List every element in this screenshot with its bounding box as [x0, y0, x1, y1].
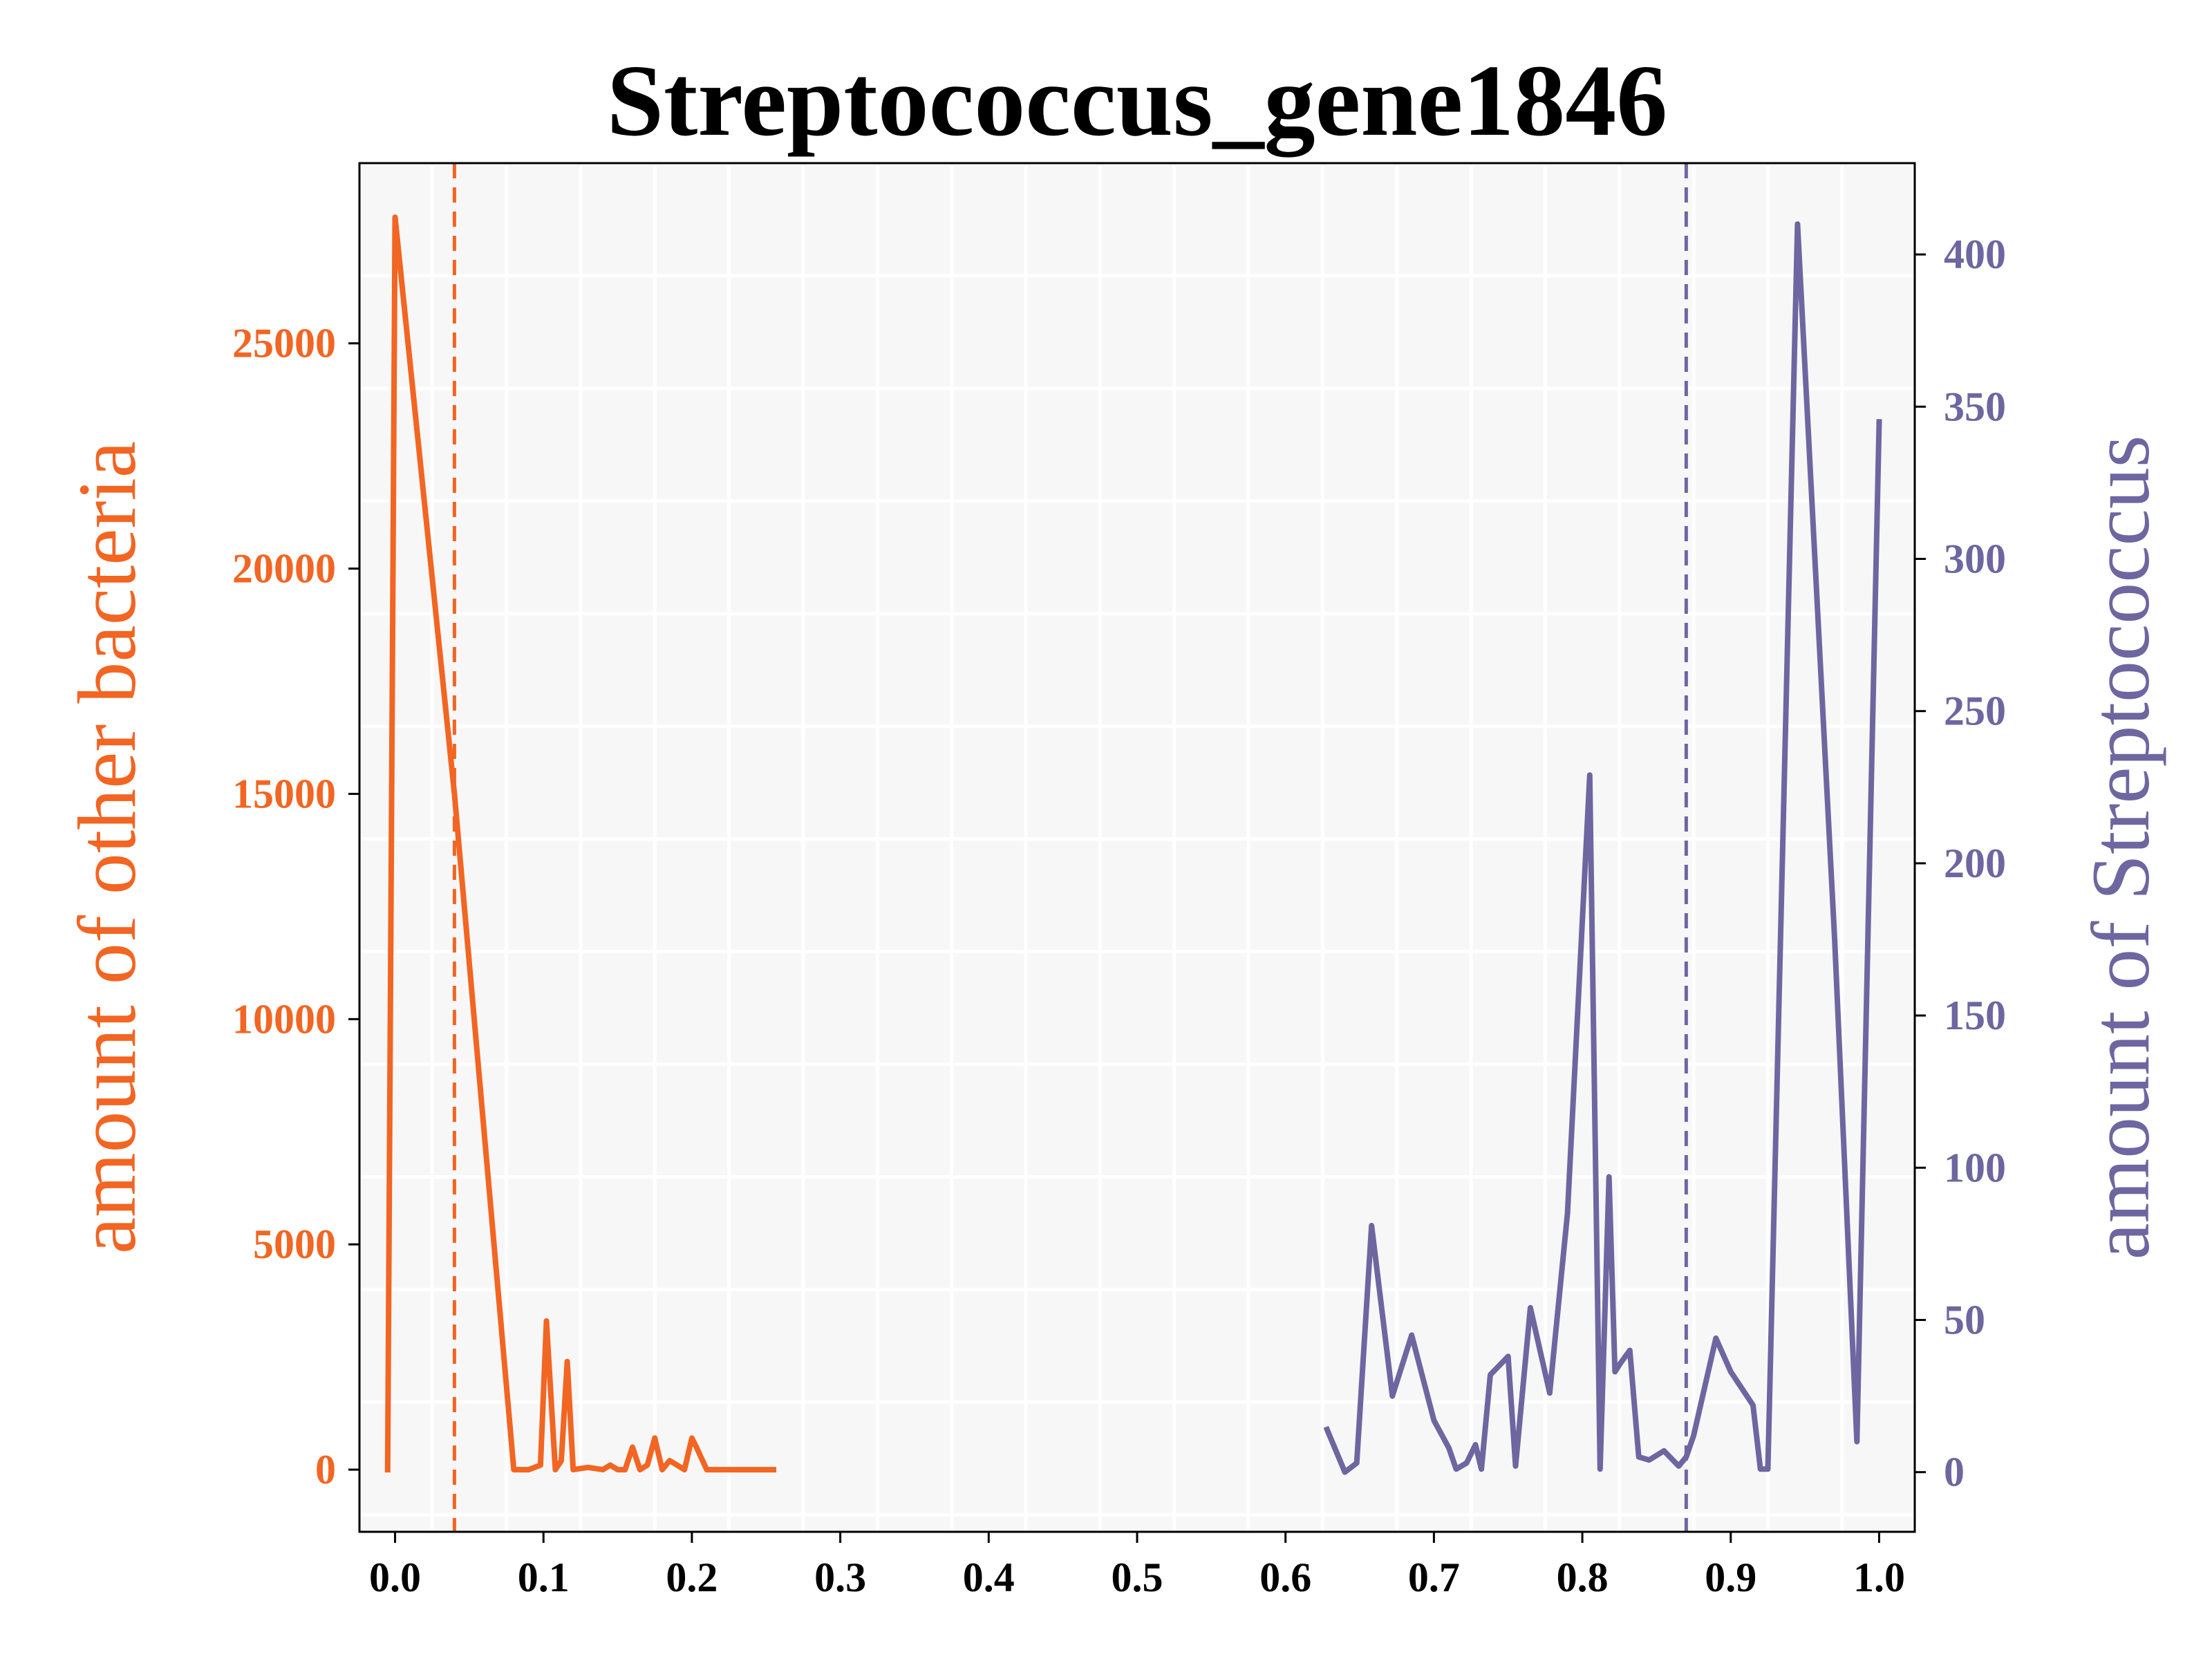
series-line-left: [384, 214, 776, 1473]
y-left-tick-label: 10000: [232, 996, 336, 1042]
x-tick-label: 0.9: [1705, 1555, 1756, 1600]
plot-background: [359, 163, 1915, 1532]
x-tick-label: 0.0: [369, 1555, 421, 1600]
y-right-tick-label: 100: [1944, 1145, 2006, 1190]
x-tick-label: 0.8: [1557, 1555, 1609, 1600]
y-axis-right: 0 50 100 150 200 250 300 350 400: [1915, 232, 2006, 1495]
x-tick-label: 1.0: [1853, 1555, 1905, 1600]
x-tick-label: 0.6: [1259, 1555, 1311, 1600]
y-right-tick-label: 50: [1944, 1297, 1985, 1342]
y-axis-right-label: amount of Streptococcus: [2074, 435, 2166, 1259]
y-right-tick-label: 200: [1944, 841, 2006, 886]
y-right-tick-label: 400: [1944, 232, 2006, 277]
series-line-right: [1323, 221, 1882, 1475]
y-left-tick-label: 0: [315, 1447, 336, 1492]
x-tick-label: 0.3: [814, 1555, 866, 1600]
y-right-tick-label: 350: [1944, 384, 2006, 429]
x-tick-label: 0.7: [1408, 1555, 1460, 1600]
y-left-tick-label: 20000: [232, 546, 336, 592]
y-left-tick-label: 25000: [232, 321, 336, 366]
grid: [359, 161, 1915, 1532]
y-axis-left: 0 5000 10000 15000 20000 25000: [232, 321, 359, 1492]
y-right-tick-label: 300: [1944, 536, 2006, 582]
x-tick-label: 0.2: [666, 1555, 718, 1600]
y-right-tick-label: 150: [1944, 993, 2006, 1038]
y-axis-left-label: amount of other bacteria: [61, 441, 153, 1254]
series-lines: [384, 214, 1882, 1475]
y-left-tick-label: 15000: [232, 771, 336, 816]
reference-lines: [452, 163, 1688, 1532]
chart-title: Streptococcus_gene1846: [607, 44, 1668, 158]
x-tick-label: 0.5: [1112, 1555, 1163, 1600]
x-tick-label: 0.4: [963, 1555, 1015, 1600]
y-left-tick-label: 5000: [253, 1221, 336, 1267]
y-right-tick-label: 250: [1944, 688, 2006, 734]
x-axis: 0.0 0.1 0.2 0.3 0.4 0.5 0.6 0.7 0.8 0.9 1.0: [369, 1532, 1905, 1600]
x-tick-label: 0.1: [518, 1555, 570, 1600]
y-right-tick-label: 0: [1944, 1450, 1965, 1495]
